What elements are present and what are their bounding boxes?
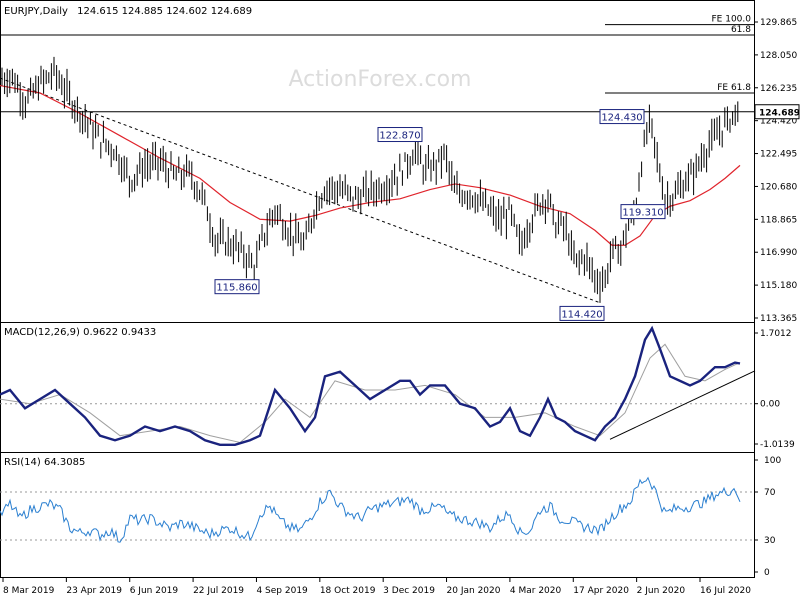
annotation-box-3: [599, 109, 645, 125]
rsi-y-tick-label: 0: [764, 568, 770, 578]
x-tick-label: 20 Jan 2020: [447, 586, 501, 596]
annotation-box-4: [620, 204, 666, 220]
macd-y-tick-label: 1.7012: [760, 329, 792, 339]
x-tick-label: 3 Dec 2019: [383, 586, 435, 596]
price-y-tick-label: 124.420: [760, 117, 797, 127]
current-price-badge: [754, 104, 800, 120]
symbol-name: EURJPY,Daily: [4, 6, 68, 17]
ohlc-values: 124.615 124.885 124.602 124.689: [77, 6, 252, 17]
current-price-label: 124.689: [759, 109, 800, 119]
macd-main-line: [0, 325, 741, 446]
annotation-label-3: 124.430: [601, 113, 642, 124]
price-y-tick-label: 120.680: [760, 182, 797, 192]
price-panel: [0, 0, 755, 323]
annotation-label-1: 115.860: [216, 283, 257, 294]
rsi-line: [0, 476, 741, 543]
price-y-tick-label: 129.865: [760, 18, 797, 28]
price-hline-label-0: FE 100.0: [712, 15, 752, 25]
macd-series-group: [0, 325, 756, 446]
annotation-box-2: [559, 305, 605, 321]
rsi-y-tick-label: 30: [764, 536, 776, 546]
macd-panel: [0, 322, 755, 453]
x-tick-label: 4 Mar 2020: [510, 586, 562, 596]
macd-y-tick-label: -1.0139: [760, 440, 795, 450]
price-hline-label-2: FE 61.8: [717, 83, 751, 93]
price-y-tick-label: 113.365: [760, 314, 797, 324]
rsi-series-group: [0, 476, 754, 543]
price-y-tick-label: 122.495: [760, 150, 797, 160]
x-tick-label: 23 Apr 2019: [66, 586, 122, 596]
price-y-tick-label: 126.235: [760, 84, 797, 94]
x-tick-label: 18 Oct 2019: [320, 586, 376, 596]
rsi-panel: [0, 452, 755, 578]
price-bars: [1, 56, 739, 303]
rsi-title: RSI(14) 64.3085: [4, 457, 85, 468]
x-tick-label: 6 Jun 2019: [130, 586, 179, 596]
x-tick-label: 8 Mar 2019: [3, 586, 55, 596]
price-series-group: FE 100.061.8 FE 61.8 122.870 115.860 114.420…: [0, 15, 754, 321]
rsi-y-tick-label: 70: [764, 488, 776, 498]
x-tick-label: 16 Jul 2020: [700, 586, 751, 596]
price-y-tick-label: 128.050: [760, 51, 797, 61]
axes-group: 129.865 128.050 126.235 124.420 122.495 120.6…: [2, 18, 800, 596]
macd-y-tick-label: 0.00: [760, 400, 780, 410]
annotation-box-0: [377, 127, 423, 143]
macd-signal-line: [0, 343, 741, 444]
annotation-label-0: 122.870: [379, 131, 420, 142]
annotation-label-4: 119.310: [622, 208, 663, 219]
price-y-tick-label: 116.990: [760, 248, 797, 258]
x-tick-label: 2 Jun 2020: [637, 586, 686, 596]
macd-title: MACD(12,26,9) 0.9622 0.9433: [4, 327, 156, 338]
x-tick-label: 22 Jul 2019: [193, 586, 244, 596]
price-hline-label-1: 61.8: [731, 25, 751, 35]
macd-trendline: [609, 370, 756, 440]
price-y-tick-label: 115.180: [760, 281, 797, 291]
x-tick-label: 17 Apr 2020: [573, 586, 629, 596]
symbol-label: EURJPY,Daily 124.615 124.885 124.602 124…: [4, 6, 252, 17]
x-tick-label: 4 Sep 2019: [256, 586, 308, 596]
annotation-label-2: 114.420: [561, 309, 602, 320]
price-trendline: [0, 77, 601, 304]
annotation-box-1: [214, 279, 260, 295]
watermark: ActionForex.com: [289, 67, 472, 92]
rsi-y-tick-label: 100: [764, 456, 781, 466]
price-y-tick-label: 118.865: [760, 215, 797, 225]
